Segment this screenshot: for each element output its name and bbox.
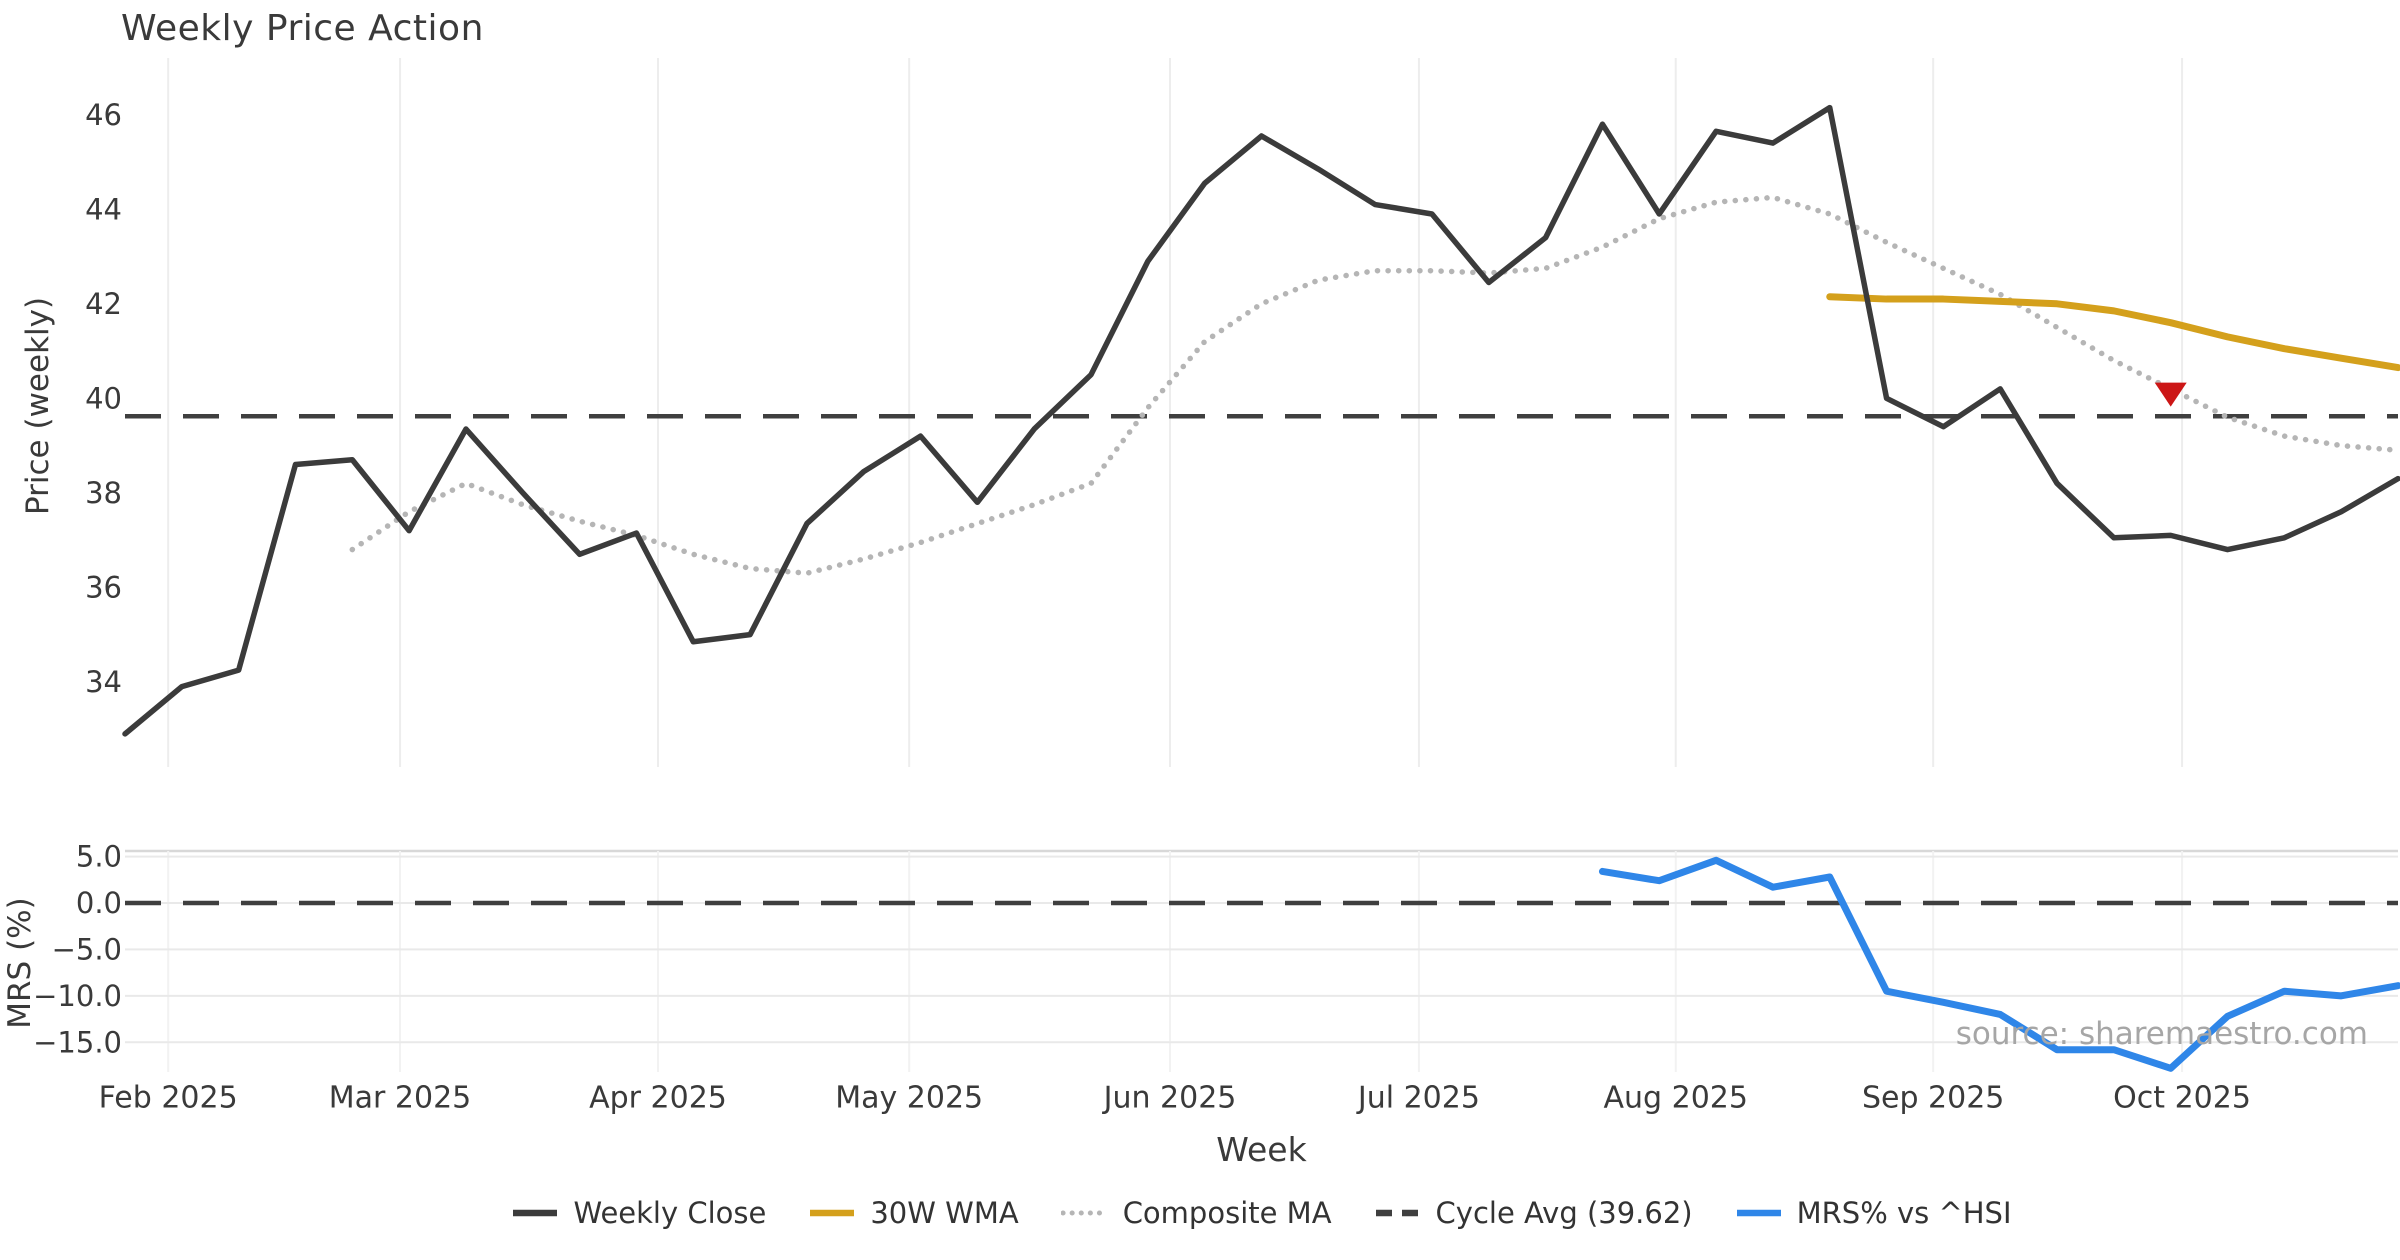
x-tick-label: Oct 2025 xyxy=(2113,1081,2251,1116)
legend-item-label: MRS% vs ^HSI xyxy=(1796,1196,2012,1230)
legend-item: Cycle Avg (39.62) xyxy=(1374,1196,1693,1230)
y-tick-label: 40 xyxy=(85,381,122,415)
page-title: Weekly Price Action xyxy=(121,8,484,49)
legend-item: 30W WMA xyxy=(808,1196,1019,1230)
week-axis-label: Week xyxy=(1216,1130,1307,1169)
price-month-gridlines xyxy=(167,58,2184,767)
weekly-close-line xyxy=(122,104,2400,737)
sell-signal-marker-icon xyxy=(2154,382,2187,407)
legend-item-label: 30W WMA xyxy=(870,1196,1019,1230)
mrs-panel: 5.0 0.0 −5.0 −10.0 −15.0 xyxy=(33,840,2400,1072)
composite-ma-line xyxy=(349,194,2400,576)
legend-item-label: Composite MA xyxy=(1122,1196,1332,1230)
legend-swatch-solid-icon xyxy=(810,1209,855,1217)
mrs-ytick-labels: 5.0 0.0 −5.0 −10.0 −15.0 xyxy=(33,840,122,1060)
x-tick-label: Jul 2025 xyxy=(1356,1081,1480,1116)
y-tick-label: 38 xyxy=(85,476,122,510)
legend-item: Composite MA xyxy=(1060,1196,1332,1230)
legend-item: MRS% vs ^HSI xyxy=(1735,1196,2012,1230)
y-tick-label: 0.0 xyxy=(76,886,122,920)
mrs-axis-label: MRS (%) xyxy=(2,897,38,1029)
y-tick-label: 34 xyxy=(85,665,122,699)
price-ytick-labels: 34 36 38 40 42 44 46 xyxy=(85,98,122,699)
legend-swatch-solid-icon xyxy=(513,1209,558,1217)
y-tick-label: 36 xyxy=(85,571,122,605)
x-tick-label: May 2025 xyxy=(835,1081,983,1116)
source-note: source: sharemaestro.com xyxy=(1955,1016,2368,1052)
y-tick-label: −10.0 xyxy=(33,979,122,1013)
x-tick-label: Jun 2025 xyxy=(1102,1081,1237,1116)
x-tick-label: Sep 2025 xyxy=(1862,1081,2004,1116)
mrs-line xyxy=(1598,856,2400,1072)
y-tick-label: 46 xyxy=(85,98,122,132)
x-tick-label: Mar 2025 xyxy=(329,1081,472,1116)
y-tick-label: 5.0 xyxy=(76,840,122,874)
y-tick-label: 42 xyxy=(85,287,122,321)
y-tick-label: −5.0 xyxy=(52,933,122,967)
legend: Weekly Close 30W WMA Composite MA Cycle Avg… xyxy=(125,1196,2398,1230)
x-tick-label: Aug 2025 xyxy=(1604,1081,1748,1116)
x-tick-label: Apr 2025 xyxy=(589,1081,727,1116)
x-tick-labels: Feb 2025 Mar 2025 Apr 2025 May 2025 Jun 2025… xyxy=(99,1081,2251,1116)
y-tick-label: 44 xyxy=(85,192,122,226)
legend-swatch-solid-icon xyxy=(1736,1209,1781,1217)
legend-swatch-dashed-icon xyxy=(1375,1209,1420,1217)
legend-item-label: Cycle Avg (39.62) xyxy=(1435,1196,1693,1230)
y-tick-label: −15.0 xyxy=(33,1025,122,1059)
legend-item-label: Weekly Close xyxy=(573,1196,767,1230)
x-tick-label: Feb 2025 xyxy=(99,1081,238,1116)
price-panel: 34 36 38 40 42 44 46 xyxy=(85,58,2400,767)
legend-item: Weekly Close xyxy=(511,1196,766,1230)
wma-30w-line xyxy=(1826,293,2400,372)
legend-swatch-dotted-icon xyxy=(1060,1210,1109,1216)
price-axis-label: Price (weekly) xyxy=(20,296,56,515)
